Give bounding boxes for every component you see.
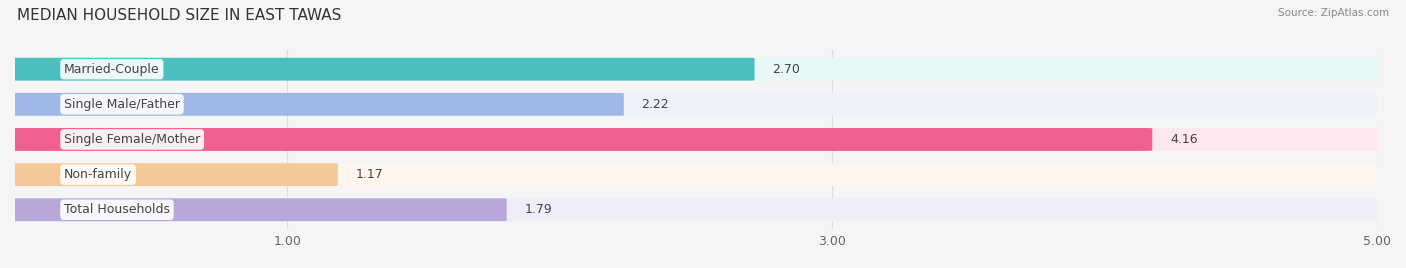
Text: MEDIAN HOUSEHOLD SIZE IN EAST TAWAS: MEDIAN HOUSEHOLD SIZE IN EAST TAWAS bbox=[17, 8, 342, 23]
FancyBboxPatch shape bbox=[11, 128, 1381, 151]
FancyBboxPatch shape bbox=[11, 93, 1381, 116]
FancyBboxPatch shape bbox=[11, 128, 1153, 151]
Text: Non-family: Non-family bbox=[65, 168, 132, 181]
Text: 2.70: 2.70 bbox=[772, 63, 800, 76]
Text: 1.17: 1.17 bbox=[356, 168, 384, 181]
FancyBboxPatch shape bbox=[11, 198, 506, 221]
Text: 2.22: 2.22 bbox=[641, 98, 669, 111]
FancyBboxPatch shape bbox=[11, 58, 1381, 81]
FancyBboxPatch shape bbox=[11, 58, 755, 81]
Text: Source: ZipAtlas.com: Source: ZipAtlas.com bbox=[1278, 8, 1389, 18]
Text: Total Households: Total Households bbox=[65, 203, 170, 216]
FancyBboxPatch shape bbox=[11, 198, 1381, 221]
Text: Single Female/Mother: Single Female/Mother bbox=[65, 133, 200, 146]
Text: 4.16: 4.16 bbox=[1170, 133, 1198, 146]
FancyBboxPatch shape bbox=[11, 93, 624, 116]
Text: Single Male/Father: Single Male/Father bbox=[65, 98, 180, 111]
Text: Married-Couple: Married-Couple bbox=[65, 63, 160, 76]
Text: 1.79: 1.79 bbox=[524, 203, 553, 216]
FancyBboxPatch shape bbox=[11, 163, 337, 186]
FancyBboxPatch shape bbox=[11, 163, 1381, 186]
